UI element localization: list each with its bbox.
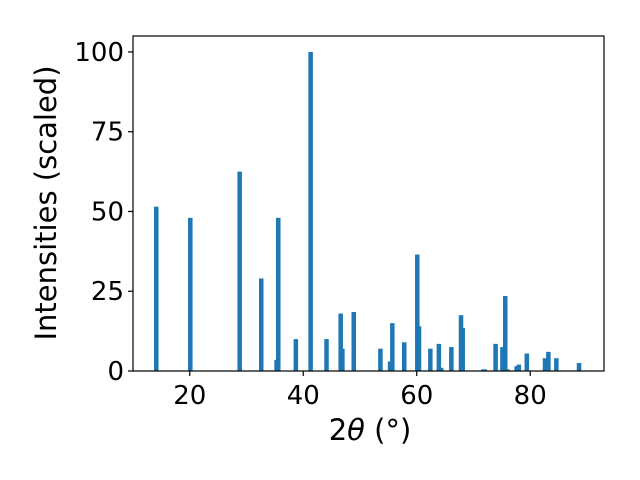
x-tick-label: 40 (287, 381, 320, 411)
bar (514, 366, 519, 371)
bar (338, 313, 343, 371)
plot-frame (132, 35, 605, 372)
bar (390, 323, 395, 371)
x-axis-ticks: 20 40 60 80 (173, 371, 547, 411)
bar (542, 358, 548, 371)
bar (460, 327, 465, 371)
bar (378, 348, 383, 371)
bar (351, 311, 356, 371)
x-axis-label-main: 2 (329, 413, 347, 447)
bar (524, 353, 530, 371)
bar (449, 347, 454, 371)
x-axis-label-theta: θ (347, 413, 365, 447)
bar (387, 361, 393, 371)
x-tick-label: 20 (173, 381, 206, 411)
bar (188, 217, 193, 371)
bar (308, 51, 313, 371)
x-axis-label-unit: (°) (365, 413, 411, 447)
bar (516, 364, 522, 371)
bar (293, 339, 299, 371)
bars-group (154, 51, 582, 371)
bar (415, 254, 420, 371)
x-tick-label: 80 (514, 381, 547, 411)
y-tick-label: 25 (91, 277, 124, 307)
x-axis-label: 2θ (°) (329, 413, 412, 447)
bar (500, 347, 505, 371)
bar (493, 343, 498, 371)
y-tick-label: 75 (91, 118, 124, 148)
bar (237, 171, 242, 371)
bar (438, 367, 444, 371)
bar (416, 326, 422, 371)
bar (436, 343, 442, 371)
bar (276, 217, 281, 371)
bar (154, 206, 159, 371)
y-axis-ticks: 0 25 50 75 100 (74, 38, 133, 387)
bar (428, 348, 433, 371)
y-tick-label: 100 (74, 38, 124, 68)
x-tick-label: 60 (400, 381, 433, 411)
y-tick-label: 0 (107, 357, 124, 387)
bar (402, 342, 407, 371)
bar (340, 348, 345, 371)
bar (554, 358, 559, 371)
bar (546, 351, 551, 371)
bar (259, 278, 264, 371)
y-axis-label: Intensities (scaled) (29, 65, 63, 340)
bar (324, 339, 329, 371)
bar (503, 296, 508, 371)
bar (482, 369, 488, 371)
bar (576, 363, 582, 371)
y-tick-label: 50 (91, 197, 124, 227)
bar (505, 369, 510, 371)
